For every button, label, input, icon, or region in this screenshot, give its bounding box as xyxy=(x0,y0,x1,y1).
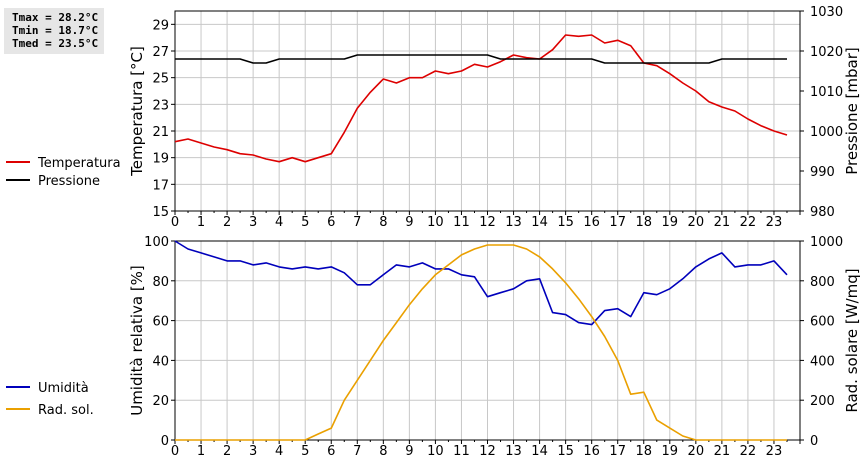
y-right-tick-label: 0 xyxy=(810,434,818,449)
y-right-tick-label: 990 xyxy=(810,165,835,180)
x-tick-label: 16 xyxy=(583,444,600,459)
x-tick-label: 7 xyxy=(353,444,361,459)
x-tick-label: 6 xyxy=(327,444,335,459)
x-tick-label: 19 xyxy=(662,215,679,230)
x-tick-label: 16 xyxy=(583,215,600,230)
y-right-tick-label: 800 xyxy=(810,275,835,290)
y-right-tick-label: 600 xyxy=(810,315,835,330)
y-right-axis-title: Rad. solare [W/mq] xyxy=(843,268,860,412)
x-tick-label: 20 xyxy=(688,444,705,459)
x-tick-label: 14 xyxy=(531,444,548,459)
x-tick-label: 3 xyxy=(249,444,257,459)
y-left-tick-label: 40 xyxy=(152,354,169,369)
legend-label: Umidità xyxy=(38,381,89,396)
x-tick-label: 13 xyxy=(505,215,522,230)
x-tick-label: 22 xyxy=(740,215,757,230)
x-tick-label: 10 xyxy=(427,215,444,230)
y-left-tick-label: 15 xyxy=(152,205,169,220)
y-left-tick-label: 21 xyxy=(152,125,169,140)
y-right-tick-label: 400 xyxy=(810,354,835,369)
x-tick-label: 6 xyxy=(327,215,335,230)
x-tick-label: 5 xyxy=(301,444,309,459)
series-line-umidit xyxy=(174,240,788,326)
y-left-tick-label: 17 xyxy=(152,178,169,193)
y-right-tick-label: 1010 xyxy=(810,85,843,100)
x-tick-label: 2 xyxy=(223,444,231,459)
stats-box: Tmax = 28.2°C Tmin = 18.7°C Tmed = 23.5°… xyxy=(4,8,104,54)
y-right-axis-title: Pressione [mbar] xyxy=(843,47,860,175)
y-right-tick-label: 1020 xyxy=(810,45,843,60)
y-left-axis-title: Temperatura [°C] xyxy=(128,46,146,177)
y-left-tick-label: 20 xyxy=(152,394,169,409)
x-tick-label: 4 xyxy=(275,444,283,459)
x-tick-label: 11 xyxy=(453,444,470,459)
y-left-tick-label: 100 xyxy=(144,235,169,250)
x-tick-label: 22 xyxy=(740,444,757,459)
legend-label: Rad. sol. xyxy=(38,403,94,418)
x-tick-label: 19 xyxy=(662,444,679,459)
x-tick-label: 0 xyxy=(171,215,179,230)
x-tick-label: 21 xyxy=(714,444,731,459)
x-tick-label: 1 xyxy=(197,444,205,459)
y-left-tick-label: 23 xyxy=(152,98,169,113)
x-tick-label: 12 xyxy=(479,444,496,459)
chart-panel-1 xyxy=(6,10,804,215)
tmin-text: Tmin = 18.7°C xyxy=(12,24,99,37)
x-tick-label: 15 xyxy=(557,444,574,459)
y-left-tick-label: 80 xyxy=(152,275,169,290)
legend-label: Pressione xyxy=(38,174,100,189)
x-tick-label: 10 xyxy=(427,444,444,459)
x-tick-label: 23 xyxy=(766,444,783,459)
x-tick-label: 23 xyxy=(766,215,783,230)
y-right-tick-label: 1030 xyxy=(810,5,843,20)
x-tick-label: 5 xyxy=(301,215,309,230)
y-left-tick-label: 19 xyxy=(152,152,169,167)
x-tick-label: 3 xyxy=(249,215,257,230)
x-tick-label: 2 xyxy=(223,215,231,230)
y-right-tick-label: 1000 xyxy=(810,125,843,140)
x-tick-label: 9 xyxy=(405,444,413,459)
x-tick-label: 13 xyxy=(505,444,522,459)
x-tick-label: 9 xyxy=(405,215,413,230)
x-tick-label: 14 xyxy=(531,215,548,230)
x-tick-label: 18 xyxy=(635,215,652,230)
y-left-axis-title: Umidità relativa [%] xyxy=(128,265,146,416)
x-tick-label: 17 xyxy=(609,444,626,459)
x-tick-label: 8 xyxy=(379,215,387,230)
x-tick-label: 21 xyxy=(714,215,731,230)
tmed-text: Tmed = 23.5°C xyxy=(12,37,99,50)
y-left-tick-label: 27 xyxy=(152,45,169,60)
y-left-tick-label: 29 xyxy=(152,18,169,33)
y-right-tick-label: 200 xyxy=(810,394,835,409)
x-tick-label: 0 xyxy=(171,444,179,459)
x-tick-label: 1 xyxy=(197,215,205,230)
series-line-pressione xyxy=(175,54,787,64)
x-tick-label: 8 xyxy=(379,444,387,459)
y-left-tick-label: 0 xyxy=(161,434,169,449)
x-tick-label: 20 xyxy=(688,215,705,230)
chart-panel-2 xyxy=(6,240,804,444)
x-tick-label: 7 xyxy=(353,215,361,230)
x-tick-label: 15 xyxy=(557,215,574,230)
y-right-tick-label: 980 xyxy=(810,205,835,220)
series-line-temperatura xyxy=(174,34,788,163)
series-line-rad-sol xyxy=(175,244,787,441)
x-tick-label: 11 xyxy=(453,215,470,230)
legend-label: Temperatura xyxy=(37,156,121,171)
x-tick-label: 18 xyxy=(635,444,652,459)
y-right-tick-label: 1000 xyxy=(810,235,843,250)
x-tick-label: 17 xyxy=(609,215,626,230)
y-left-tick-label: 60 xyxy=(152,315,169,330)
x-tick-label: 4 xyxy=(275,215,283,230)
x-tick-label: 12 xyxy=(479,215,496,230)
y-left-tick-label: 25 xyxy=(152,72,169,87)
tmax-text: Tmax = 28.2°C xyxy=(12,11,99,24)
